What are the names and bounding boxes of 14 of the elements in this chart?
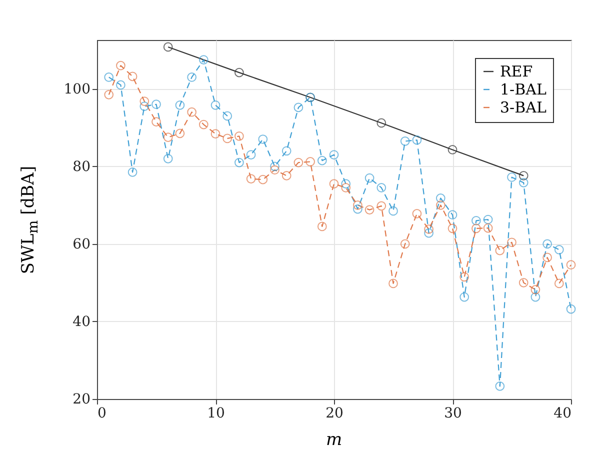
x-tick-label: 10 — [207, 406, 225, 422]
x-axis-title: m — [326, 430, 342, 450]
y-tick-label: 100 — [64, 81, 90, 98]
x-tick-label: 40 — [554, 406, 572, 422]
x-tick-label: 20 — [326, 406, 344, 422]
y-tick-label: 60 — [72, 236, 90, 252]
y-tick-label: 20 — [72, 392, 90, 408]
y-tick-label: 40 — [72, 314, 90, 330]
y-tick-label: 80 — [72, 158, 90, 175]
x-tick-label: 0 — [98, 406, 106, 422]
legend-label: 3-BAL — [500, 98, 546, 116]
legend-label: 1-BAL — [500, 80, 546, 98]
legend-label: REF — [500, 62, 533, 80]
x-tick-label: 30 — [444, 406, 462, 422]
